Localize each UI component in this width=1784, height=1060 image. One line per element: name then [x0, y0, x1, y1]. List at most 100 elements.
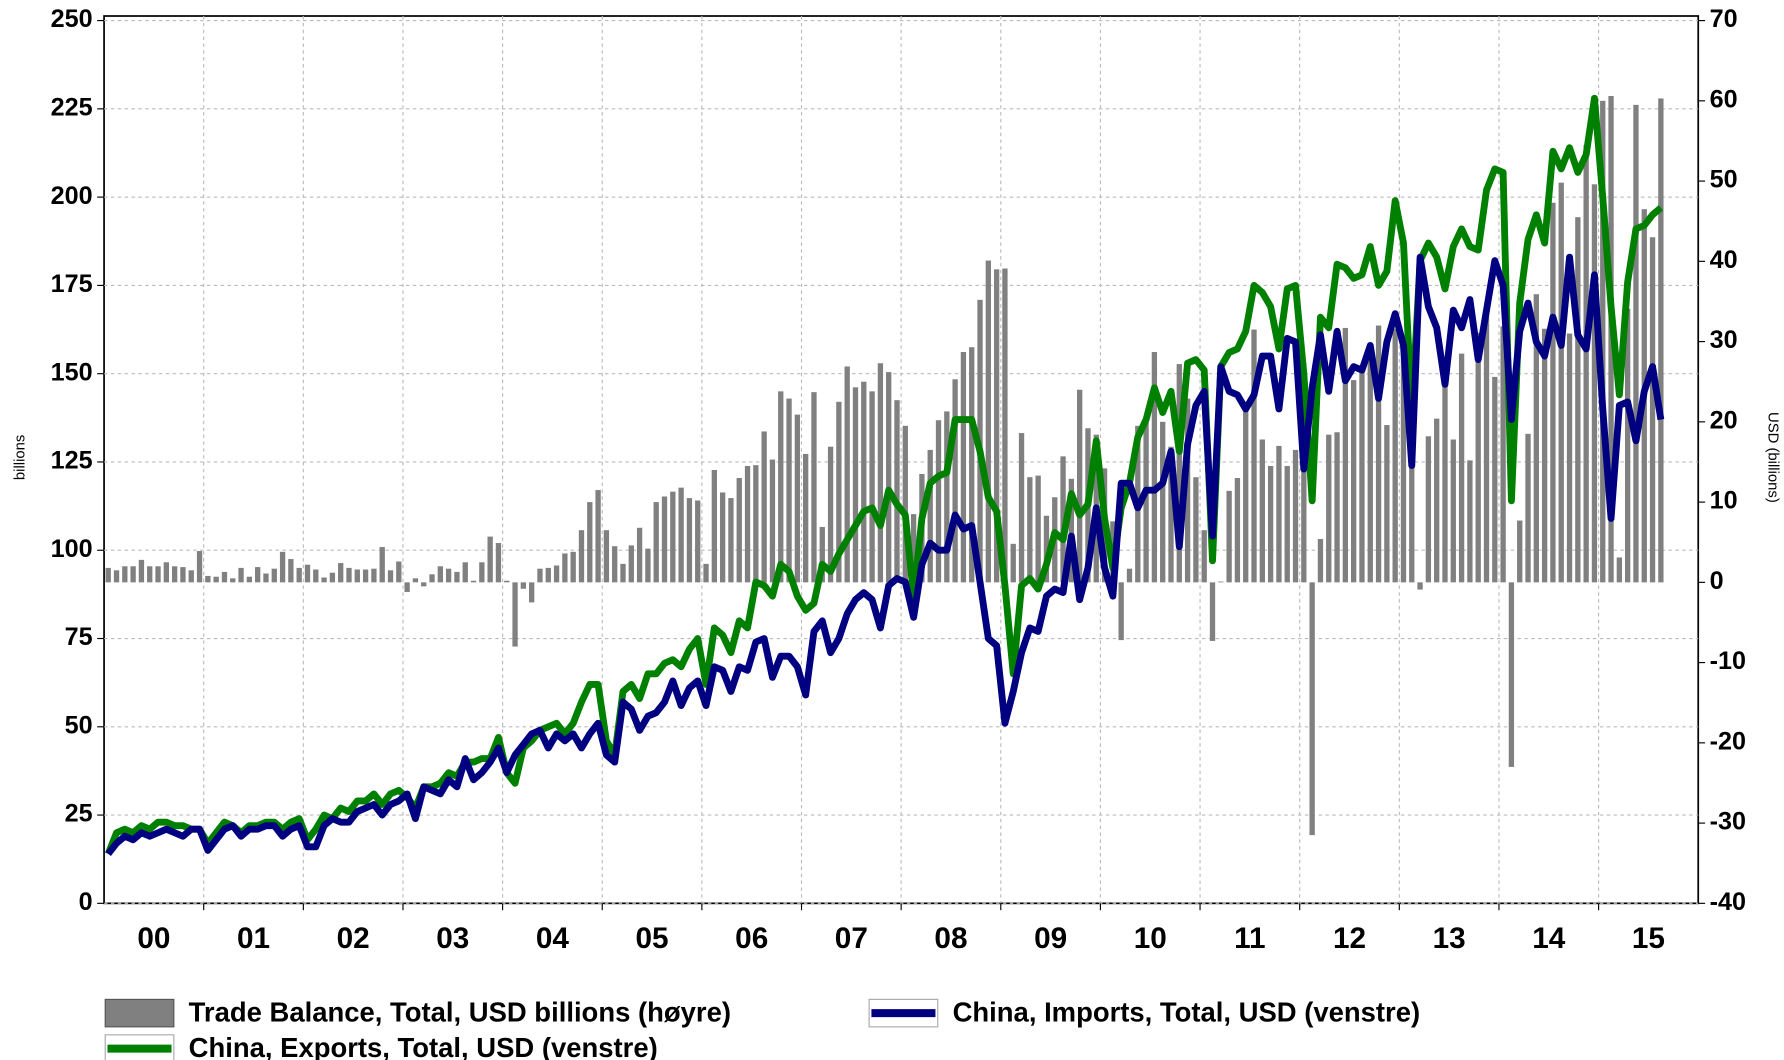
bar [1367, 360, 1373, 583]
bar [1342, 327, 1349, 583]
y2-tick-label: 30 [1710, 326, 1738, 354]
bar [836, 401, 842, 583]
bar [1201, 530, 1207, 583]
y-tick-label: 200 [51, 182, 93, 210]
bar [288, 559, 294, 583]
x-tick-label: 07 [835, 922, 868, 955]
bar [421, 582, 427, 587]
bar [1649, 237, 1656, 583]
bar [736, 478, 742, 583]
bar [753, 465, 759, 583]
bar [479, 562, 485, 583]
bar [1475, 332, 1481, 583]
bar [570, 551, 576, 583]
bar [852, 387, 859, 583]
bar [910, 514, 917, 583]
bar [1077, 389, 1083, 583]
bar [1541, 328, 1548, 583]
x-tick-label: 05 [636, 922, 669, 955]
bar [861, 381, 867, 583]
x-tick-label: 10 [1134, 922, 1167, 955]
y-tick-label: 100 [51, 535, 93, 563]
bar [445, 568, 452, 583]
bar [1160, 421, 1166, 583]
bar [628, 545, 634, 583]
y-tick-label: 0 [79, 888, 93, 916]
bar [661, 496, 668, 583]
y2-tick-label: -40 [1710, 888, 1746, 916]
x-tick-label: 06 [735, 922, 768, 955]
bar [321, 577, 327, 583]
bar [520, 582, 527, 589]
legend-swatch-frame [104, 1034, 175, 1060]
bar [130, 566, 136, 583]
bar [1458, 353, 1465, 583]
bar [1002, 268, 1008, 583]
x-tick-label: 09 [1034, 922, 1067, 955]
bar [238, 567, 244, 583]
bar [1558, 182, 1564, 583]
bar [1301, 363, 1307, 583]
legend-label: Trade Balance, Total, USD billions (høyr… [189, 997, 731, 1028]
bar [1184, 398, 1191, 583]
bar [296, 567, 302, 583]
bar [313, 569, 319, 583]
y-tick-label: 225 [51, 94, 93, 122]
bar [985, 260, 991, 583]
bar [553, 565, 560, 583]
x-tick-label: 04 [536, 922, 570, 955]
bar [1409, 459, 1415, 583]
bar [1384, 425, 1390, 583]
bar [1060, 456, 1066, 583]
bar [230, 578, 236, 583]
bar [271, 568, 277, 583]
bar [304, 564, 311, 583]
bar [404, 582, 410, 592]
bar [354, 569, 360, 583]
bar [213, 576, 219, 583]
bar [587, 502, 593, 583]
bar [1525, 433, 1531, 583]
bar [396, 561, 402, 583]
bar [1392, 328, 1398, 583]
bar [1425, 436, 1432, 583]
bar [529, 582, 535, 603]
bar [437, 566, 443, 583]
bar [1517, 520, 1523, 583]
bar [1658, 98, 1664, 583]
bar [1317, 539, 1324, 583]
y2-tick-label: -10 [1710, 647, 1746, 675]
bar [1334, 432, 1340, 583]
bar [196, 551, 203, 583]
bar [1624, 308, 1631, 583]
bar [993, 269, 1000, 583]
y-tick-label: 50 [65, 711, 93, 739]
bar [744, 465, 751, 583]
bar [1566, 333, 1573, 583]
bar [969, 347, 975, 583]
bar [1492, 376, 1498, 583]
bar [844, 366, 850, 583]
bar [603, 530, 610, 583]
bar [894, 400, 900, 583]
bar [620, 563, 626, 583]
bar [155, 566, 161, 583]
x-tick-label: 08 [934, 922, 967, 955]
x-tick-label: 02 [337, 922, 370, 955]
bar [711, 469, 717, 583]
bar [412, 578, 419, 583]
bar [512, 582, 518, 647]
bar [595, 490, 601, 583]
bar [147, 566, 153, 583]
bar [786, 398, 792, 583]
bar [1508, 582, 1515, 767]
bar [827, 446, 834, 583]
bar [1450, 439, 1456, 583]
bar [811, 392, 817, 583]
bar [1168, 446, 1174, 583]
bar [1400, 348, 1407, 583]
bar [1267, 465, 1274, 583]
bar [1583, 144, 1589, 583]
